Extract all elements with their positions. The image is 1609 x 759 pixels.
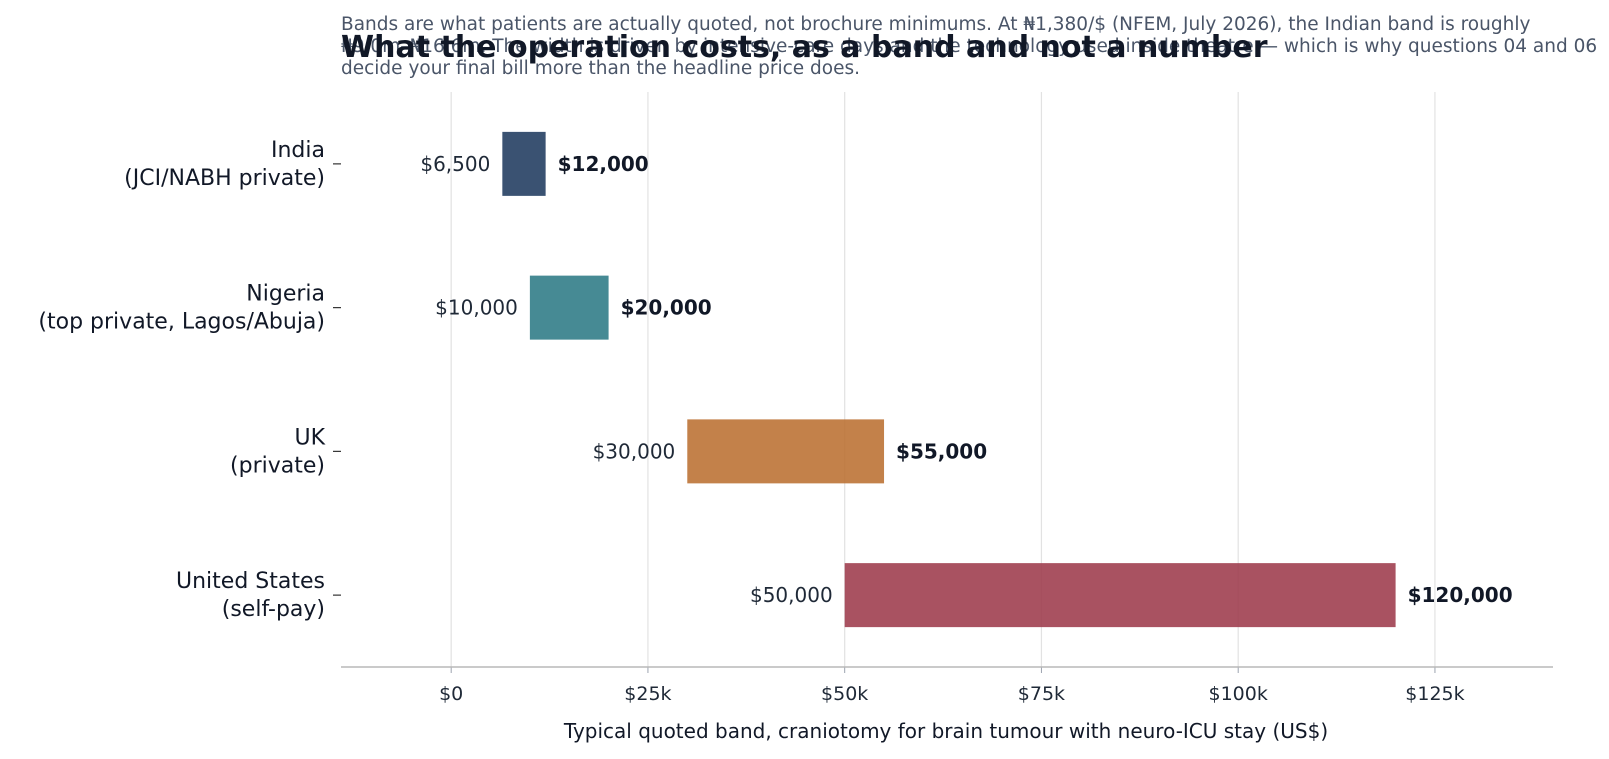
axes: $0 $25k $50k $75k $100k $125k India (JCI/NABH p…: [38, 138, 1553, 705]
category-label: India (JCI/NABH private): [124, 138, 325, 191]
high-value-label: $120,000: [1408, 583, 1513, 607]
x-tick-label: $0: [439, 683, 463, 705]
category-label: Nigeria (top private, Lagos/Abuja): [38, 282, 325, 335]
category-label-line: (self-pay): [222, 597, 325, 622]
category-label: UK (private): [230, 425, 326, 478]
low-value-label: $10,000: [435, 296, 518, 320]
chart-subtitle: Bands are what patients are actually quo…: [341, 14, 1598, 79]
range-bar: [844, 563, 1396, 628]
category-label-line: (JCI/NABH private): [124, 166, 325, 191]
category-label-line: UK: [294, 425, 325, 450]
bars: $6,500 $12,000 $10,000 $20,000 $30,000 $55,00…: [420, 131, 1513, 628]
category-label-line: India: [271, 138, 325, 163]
x-tick-label: $50k: [821, 683, 868, 705]
category-label: United States (self-pay): [176, 569, 325, 622]
high-value-label: $20,000: [621, 296, 712, 320]
x-tick-label: $25k: [624, 683, 671, 705]
range-bar: [529, 275, 609, 340]
range-bar: [687, 419, 885, 484]
category-label-line: (private): [230, 453, 325, 478]
low-value-label: $50,000: [750, 583, 833, 607]
x-axis-label: Typical quoted band, craniotomy for brai…: [563, 719, 1328, 743]
low-value-label: $30,000: [593, 439, 676, 463]
x-tick-label: $100k: [1209, 683, 1268, 705]
range-bar: [502, 131, 546, 196]
category-label-line: (top private, Lagos/Abuja): [38, 310, 325, 335]
category-label-line: United States: [176, 569, 325, 594]
category-label-line: Nigeria: [246, 282, 325, 307]
x-tick-label: $125k: [1405, 683, 1464, 705]
x-tick-label: $75k: [1018, 683, 1065, 705]
chart-title: What the operation costs, as a band and …: [341, 30, 1268, 65]
high-value-label: $55,000: [896, 439, 987, 463]
low-value-label: $6,500: [420, 152, 490, 176]
high-value-label: $12,000: [558, 152, 649, 176]
